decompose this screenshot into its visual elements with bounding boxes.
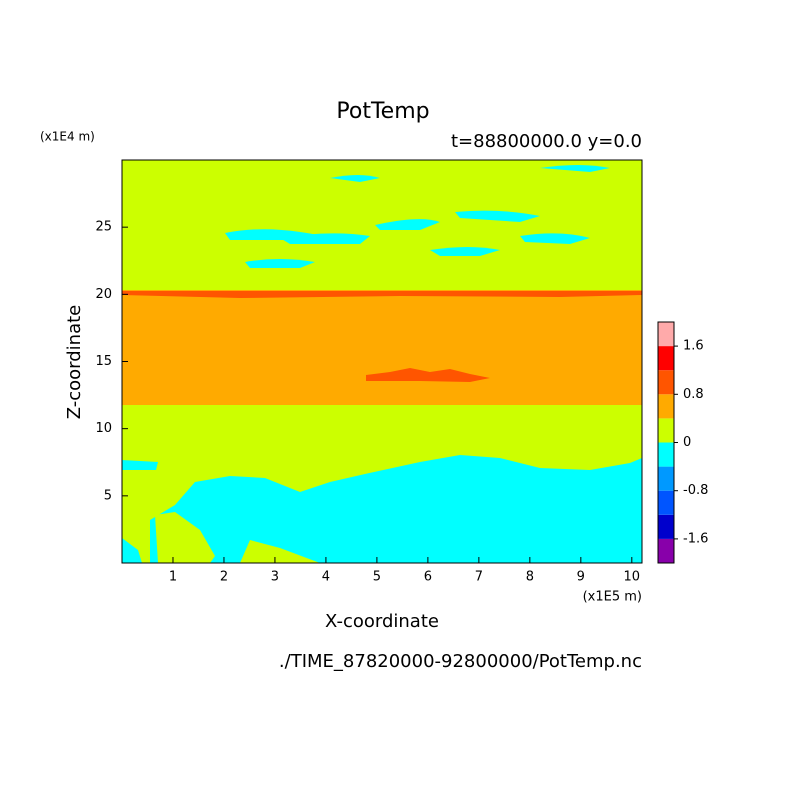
colorbar-box [658, 514, 674, 539]
x-axis-label: X-coordinate [325, 611, 439, 632]
region [122, 538, 142, 563]
x-tick-label: 8 [526, 570, 534, 585]
colorbar-box [658, 322, 674, 347]
colorbar-box [658, 370, 674, 395]
colorbar-label: 0 [683, 435, 691, 450]
region [240, 540, 320, 563]
colorbar-label: 0.8 [683, 387, 704, 402]
colorbar-box [658, 346, 674, 371]
region [122, 460, 158, 470]
colorbar-box [658, 442, 674, 467]
x-tick-label: 6 [424, 570, 432, 585]
colorbar-label: -0.8 [683, 483, 708, 498]
y-axis-label: Z-coordinate [64, 305, 85, 420]
x-tick-label: 2 [220, 570, 228, 585]
region [366, 368, 490, 382]
colorbar-label: -1.6 [683, 531, 708, 546]
region [280, 233, 370, 244]
region [375, 219, 440, 230]
x-tick-label: 10 [624, 570, 641, 585]
chart-title: PotTemp [336, 99, 429, 124]
colorbar-box [658, 418, 674, 443]
x-unit: (x1E5 m) [583, 590, 642, 605]
colorbar-box [658, 490, 674, 515]
x-tick-label: 1 [169, 570, 177, 585]
y-tick-label: 20 [95, 287, 112, 302]
y-tick-label: 10 [95, 421, 112, 436]
region [122, 290, 642, 405]
x-tick-label: 3 [271, 570, 279, 585]
region [430, 247, 500, 256]
region [155, 512, 215, 563]
x-tick-label: 4 [322, 570, 330, 585]
x-tick-label: 5 [373, 570, 381, 585]
colorbar-box [658, 538, 674, 563]
colorbar-box [658, 466, 674, 491]
y-tick-label: 15 [95, 354, 112, 369]
region [330, 175, 380, 182]
file-path: ./TIME_87820000-92800000/PotTemp.nc [279, 651, 642, 672]
colorbar-label: 1.6 [683, 339, 704, 354]
region [520, 233, 590, 244]
region [150, 455, 642, 563]
subtitle: t=88800000.0 y=0.0 [451, 131, 642, 152]
region [540, 165, 610, 172]
region [122, 291, 642, 298]
x-tick-label: 7 [475, 570, 483, 585]
region [245, 259, 315, 268]
x-tick-label: 9 [577, 570, 585, 585]
y-tick-label: 5 [104, 488, 112, 503]
region [455, 210, 540, 222]
y-tick-label: 25 [95, 220, 112, 235]
y-unit: (x1E4 m) [40, 130, 95, 144]
colorbar-box [658, 394, 674, 419]
